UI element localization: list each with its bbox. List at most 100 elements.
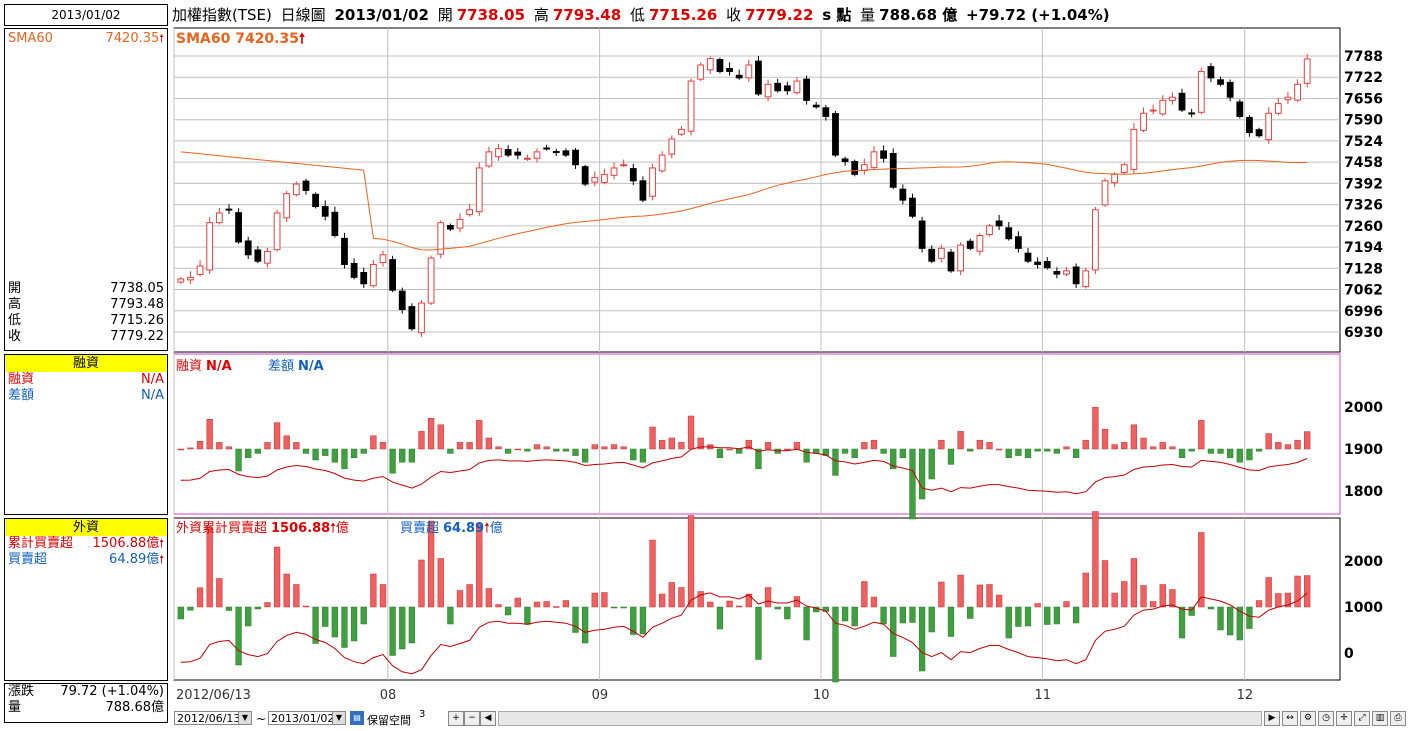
- margin-bar: [582, 448, 589, 463]
- bar-chart-icon[interactable]: ▥: [1372, 711, 1388, 726]
- foreign-bar: [562, 600, 570, 608]
- reserve-space-icon[interactable]: ▤: [350, 711, 364, 725]
- price-tick-label: 7326: [1344, 198, 1383, 214]
- margin-bar: [822, 448, 829, 456]
- chart-area[interactable]: 7788 7722 7656 7590 7524 7458 7392 7326 7260 7194…: [172, 26, 1413, 709]
- foreign-legend-unit: 億: [336, 520, 349, 536]
- high-label: 高: [533, 6, 549, 24]
- chevron-down-icon[interactable]: ▼: [332, 712, 345, 724]
- margin-bar: [476, 420, 483, 450]
- foreign-tick-label: 2000: [1344, 554, 1383, 570]
- foreign-bar: [495, 604, 502, 608]
- crosshair-icon[interactable]: ✛: [1336, 711, 1352, 726]
- candle-body: [716, 59, 724, 72]
- zoom-out-icon[interactable]: −: [464, 711, 480, 726]
- foreign-bar: [630, 606, 637, 635]
- sma-value-wrap: 7420.35🠕: [106, 31, 165, 47]
- candle-body: [504, 149, 512, 156]
- end-date-select[interactable]: 2013/01/02 ▼: [268, 711, 346, 725]
- foreign-value-wrap: 64.89億🠕: [109, 552, 164, 568]
- price-tick-label: 7260: [1344, 219, 1383, 235]
- candle-body: [389, 259, 396, 291]
- price-tick-label: 6930: [1344, 325, 1383, 341]
- margin-bar: [399, 448, 406, 463]
- candle-body: [1246, 116, 1253, 134]
- candle-body: [177, 278, 185, 283]
- date-tick-label: 09: [592, 688, 609, 703]
- scrollbar-track[interactable]: [498, 711, 1262, 726]
- foreign-legend-value: 64.89: [443, 521, 484, 536]
- foreign-bar: [360, 606, 367, 625]
- margin-bar: [514, 448, 521, 451]
- chevron-down-icon[interactable]: ▼: [238, 712, 251, 724]
- sma-row: SMA60 7420.35🠕: [5, 31, 167, 47]
- quote-header: 加權指數(TSE) 日線圖 2013/01/02 開 7738.05 高 7793.…: [172, 4, 1413, 26]
- print-icon[interactable]: ⎙: [1390, 711, 1406, 726]
- foreign-bar: [273, 546, 281, 608]
- reserve-space-label: 保留空間: [367, 714, 411, 727]
- ohlc-value: 7779.22: [110, 329, 164, 344]
- margin-bar: [841, 448, 849, 454]
- candle-body: [206, 222, 214, 271]
- scroll-right-icon[interactable]: ▶: [1264, 711, 1280, 726]
- foreign-legend-1: 外資累計買賣超 1506.88🠕億: [176, 520, 349, 536]
- expand-icon[interactable]: ⤢: [1354, 711, 1370, 726]
- margin-bar: [283, 435, 290, 450]
- foreign-bar: [206, 526, 213, 608]
- candle-body: [1092, 209, 1099, 271]
- candle-body: [302, 180, 310, 191]
- candle-body: [1255, 129, 1263, 137]
- zoom-range-icon[interactable]: ↔: [1282, 711, 1298, 726]
- low-label: 低: [629, 6, 645, 24]
- candle-body: [870, 151, 878, 169]
- zoom-in-icon[interactable]: +: [448, 711, 464, 726]
- foreign-bar: [370, 573, 377, 608]
- foreign-bar: [1207, 606, 1215, 610]
- start-date-select[interactable]: 2012/06/13 ▼: [174, 711, 252, 725]
- price-info-box: SMA60 7420.35🠕 開 7738.05 高 7793.48 低 7715.2…: [4, 28, 168, 351]
- foreign-bar: [1005, 606, 1012, 639]
- reserve-space-value[interactable]: 3: [419, 709, 426, 720]
- foreign-bar: [976, 584, 984, 608]
- candle-body: [398, 290, 406, 310]
- foreign-bar: [601, 592, 608, 608]
- clock-icon[interactable]: ◷: [1318, 711, 1334, 726]
- margin-bar: [1217, 448, 1224, 454]
- foreign-bar: [476, 523, 483, 608]
- foreign-bar: [851, 606, 858, 627]
- foreign-bar: [620, 606, 627, 609]
- candle-body: [649, 167, 656, 197]
- margin-bar: [639, 448, 647, 463]
- candle-body: [1207, 66, 1215, 79]
- margin-bar: [1082, 439, 1089, 450]
- candle-body: [581, 166, 589, 185]
- margin-bar: [1130, 424, 1138, 450]
- foreign-bar: [880, 606, 887, 625]
- margin-bar: [1101, 428, 1109, 450]
- candle-body: [1159, 99, 1167, 115]
- foreign-bar: [1265, 577, 1272, 608]
- margin-diff-bars: [177, 406, 1311, 520]
- margin-bar: [206, 419, 213, 450]
- scroll-left-icon[interactable]: ◀: [480, 711, 496, 726]
- foreign-bar: [264, 602, 271, 608]
- candle-body: [1130, 128, 1138, 171]
- candle-body: [601, 173, 608, 183]
- margin-bar: [418, 431, 425, 450]
- foreign-cumulative-line: [180, 592, 1308, 675]
- margin-bar: [909, 448, 916, 520]
- foreign-bar: [524, 606, 531, 625]
- margin-bar: [736, 448, 743, 454]
- foreign-bar: [225, 606, 233, 611]
- foreign-bar: [504, 606, 512, 616]
- settings-icon[interactable]: ⚙: [1300, 711, 1316, 726]
- foreign-bar: [967, 606, 974, 619]
- candle-body: [321, 206, 329, 217]
- margin-bar: [533, 444, 541, 450]
- candle-body: [706, 58, 714, 71]
- candle-body: [456, 218, 464, 229]
- candle-body: [1082, 270, 1090, 288]
- info-sidebar: 2013/01/02 SMA60 7420.35🠕 開 7738.05 高 7793…: [0, 0, 172, 731]
- margin-bar: [225, 446, 233, 450]
- foreign-bar: [553, 606, 560, 608]
